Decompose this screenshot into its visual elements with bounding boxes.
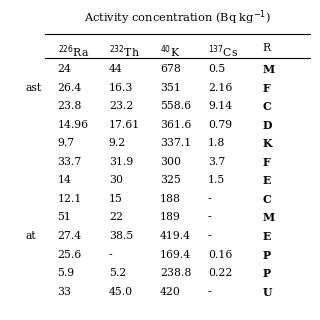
- Text: 22: 22: [109, 212, 123, 222]
- Text: 238.8: 238.8: [160, 268, 191, 278]
- Text: 16.3: 16.3: [109, 83, 133, 92]
- Text: 45.0: 45.0: [109, 287, 133, 297]
- Text: 3.7: 3.7: [208, 157, 225, 167]
- Text: 337.1: 337.1: [160, 138, 191, 148]
- Text: K: K: [262, 138, 272, 149]
- Text: 25.6: 25.6: [58, 250, 82, 260]
- Text: 169.4: 169.4: [160, 250, 191, 260]
- Text: M: M: [262, 64, 275, 75]
- Text: 189: 189: [160, 212, 181, 222]
- Text: 26.4: 26.4: [58, 83, 82, 92]
- Text: $^{226}$Ra: $^{226}$Ra: [58, 43, 89, 60]
- Text: 14.96: 14.96: [58, 120, 89, 130]
- Text: 31.9: 31.9: [109, 157, 133, 167]
- Text: at: at: [26, 231, 36, 241]
- Text: F: F: [262, 83, 270, 93]
- Text: 12.1: 12.1: [58, 194, 82, 204]
- Text: 0.22: 0.22: [208, 268, 232, 278]
- Text: 325: 325: [160, 175, 181, 185]
- Text: 0.79: 0.79: [208, 120, 232, 130]
- Text: -: -: [208, 287, 212, 297]
- Text: 419.4: 419.4: [160, 231, 191, 241]
- Text: C: C: [262, 194, 271, 205]
- Text: 24: 24: [58, 64, 71, 74]
- Text: 23.8: 23.8: [58, 101, 82, 111]
- Text: 38.5: 38.5: [109, 231, 133, 241]
- Text: 23.2: 23.2: [109, 101, 133, 111]
- Text: 1.5: 1.5: [208, 175, 225, 185]
- Text: 351: 351: [160, 83, 181, 92]
- Text: 5.2: 5.2: [109, 268, 126, 278]
- Text: 27.4: 27.4: [58, 231, 82, 241]
- Text: 14: 14: [58, 175, 71, 185]
- Text: -: -: [208, 194, 212, 204]
- Text: 9.14: 9.14: [208, 101, 232, 111]
- Text: 15: 15: [109, 194, 123, 204]
- Text: F: F: [262, 157, 270, 168]
- Text: 9.2: 9.2: [109, 138, 126, 148]
- Text: 558.6: 558.6: [160, 101, 191, 111]
- Text: 17.61: 17.61: [109, 120, 140, 130]
- Text: P: P: [262, 268, 270, 279]
- Text: R: R: [262, 43, 270, 53]
- Text: -: -: [208, 212, 212, 222]
- Text: E: E: [262, 231, 271, 242]
- Text: 0.16: 0.16: [208, 250, 232, 260]
- Text: 44: 44: [109, 64, 123, 74]
- Text: C: C: [262, 101, 271, 112]
- Text: 33: 33: [58, 287, 72, 297]
- Text: 361.6: 361.6: [160, 120, 191, 130]
- Text: 678: 678: [160, 64, 181, 74]
- Text: 188: 188: [160, 194, 181, 204]
- Text: D: D: [262, 120, 272, 131]
- Text: 1.8: 1.8: [208, 138, 225, 148]
- Text: Activity concentration (Bq kg$^{-1}$): Activity concentration (Bq kg$^{-1}$): [84, 8, 271, 27]
- Text: 30: 30: [109, 175, 123, 185]
- Text: $^{137}$Cs: $^{137}$Cs: [208, 43, 238, 60]
- Text: P: P: [262, 250, 270, 260]
- Text: 300: 300: [160, 157, 181, 167]
- Text: 2.16: 2.16: [208, 83, 232, 92]
- Text: 9.7: 9.7: [58, 138, 75, 148]
- Text: ast: ast: [26, 83, 42, 92]
- Text: 420: 420: [160, 287, 181, 297]
- Text: E: E: [262, 175, 271, 186]
- Text: -: -: [109, 250, 112, 260]
- Text: $^{232}$Th: $^{232}$Th: [109, 43, 140, 60]
- Text: -: -: [208, 231, 212, 241]
- Text: $^{40}$K: $^{40}$K: [160, 43, 180, 60]
- Text: 5.9: 5.9: [58, 268, 75, 278]
- Text: U: U: [262, 287, 272, 298]
- Text: 51: 51: [58, 212, 71, 222]
- Text: M: M: [262, 212, 275, 223]
- Text: 0.5: 0.5: [208, 64, 225, 74]
- Text: 33.7: 33.7: [58, 157, 82, 167]
